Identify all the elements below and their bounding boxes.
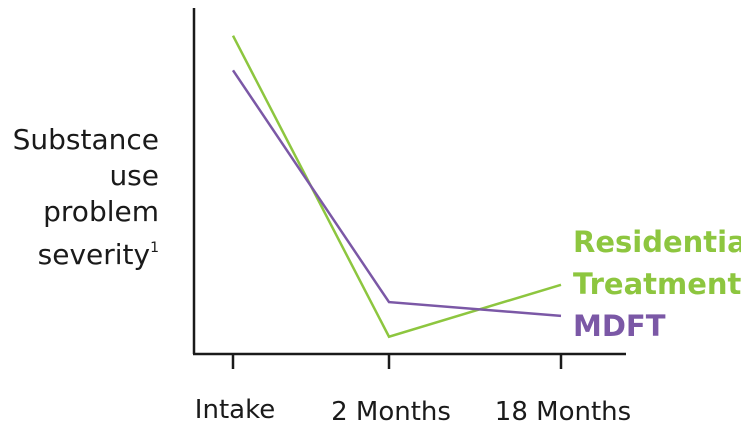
- legend-residential-treatment-line1: Residential: [573, 225, 741, 259]
- y-axis-label-text: severity: [37, 238, 151, 271]
- legend-mdft: MDFT: [573, 309, 666, 343]
- legend-residential-treatment-line2: Treatment: [573, 267, 741, 301]
- footnote-marker: 1: [150, 240, 159, 256]
- y-axis-label-line: severity1: [13, 230, 159, 273]
- series-line-mdft: [231, 69, 562, 318]
- y-axis-label: Substance use problem severity1: [13, 122, 159, 273]
- y-axis-label-line: use: [109, 159, 159, 192]
- y-axis-label-line: Substance: [12, 123, 159, 156]
- x-tick-label: 18 Months: [495, 397, 631, 424]
- series-line-residential-treatment: [231, 35, 562, 339]
- y-axis-label-line: problem: [43, 195, 159, 228]
- x-tick-label: Intake: [195, 395, 275, 424]
- x-tick-label: 2 Months: [331, 397, 451, 424]
